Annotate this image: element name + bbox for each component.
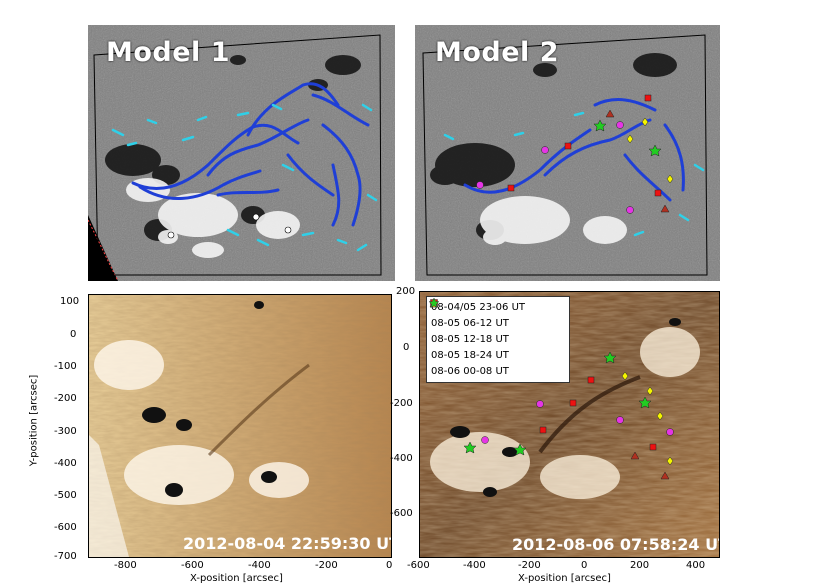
x-tick: -200 xyxy=(518,560,541,571)
legend-item: 08-05 06-12 UT xyxy=(430,299,563,330)
model-2-title: Model 2 xyxy=(435,37,559,68)
y-tick: 100 xyxy=(60,296,80,307)
legend-item: 08-04/05 23-06 UT xyxy=(430,299,563,314)
timestamp-right: 2012-08-06 07:58:24 UT xyxy=(512,535,720,554)
legend-item: 08-05 18-24 UT xyxy=(429,298,563,362)
y-tick: 200 xyxy=(396,286,416,297)
x-tick: -800 xyxy=(114,560,137,571)
y-tick: 0 xyxy=(403,342,410,353)
x-axis-label-right: X-position [arcsec] xyxy=(518,573,611,584)
legend-label: 08-06 00-08 UT xyxy=(431,365,509,377)
y-tick: -400 xyxy=(54,458,77,469)
y-tick: -700 xyxy=(54,551,77,562)
legend-label: 08-05 12-18 UT xyxy=(431,333,509,345)
y-tick: -500 xyxy=(54,490,77,501)
euv-image-left xyxy=(89,295,391,557)
y-tick: -600 xyxy=(390,508,413,519)
x-tick: 0 xyxy=(581,560,588,571)
x-tick: -600 xyxy=(407,560,430,571)
x-tick: 400 xyxy=(686,560,706,571)
y-tick: -200 xyxy=(390,398,413,409)
model-2-magnetogram-panel: Model 2 xyxy=(415,25,720,281)
x-tick: -600 xyxy=(181,560,204,571)
y-tick: -100 xyxy=(54,361,77,372)
y-tick: 0 xyxy=(70,329,77,340)
y-tick: -200 xyxy=(54,393,77,404)
model-2-magnetogram-image xyxy=(415,25,720,281)
y-tick: -300 xyxy=(54,426,77,437)
y-tick: -600 xyxy=(54,522,77,533)
y-tick: -400 xyxy=(390,453,413,464)
legend-label: 08-05 18-24 UT xyxy=(431,349,509,361)
legend-label: 08-04/05 23-06 UT xyxy=(431,301,525,313)
y-axis-label-left: Y-position [arcsec] xyxy=(28,374,40,467)
legend-label: 08-05 06-12 UT xyxy=(431,317,509,329)
x-tick: -400 xyxy=(463,560,486,571)
euv-panel-left: 2012-08-04 22:59:30 UT xyxy=(88,294,392,558)
x-tick: 200 xyxy=(630,560,650,571)
legend-item: 08-05 12-18 UT xyxy=(429,298,563,346)
legend-item: 08-06 00-08 UT xyxy=(428,297,563,378)
x-tick: -200 xyxy=(315,560,338,571)
model-1-magnetogram-image xyxy=(88,25,395,281)
x-axis-label-left: X-position [arcsec] xyxy=(190,573,283,584)
model-1-title: Model 1 xyxy=(106,37,230,68)
green-star-marker-icon xyxy=(428,297,440,309)
x-tick: 0 xyxy=(386,560,393,571)
timestamp-left: 2012-08-04 22:59:30 UT xyxy=(183,534,392,553)
euv-panel-right: 08-04/05 23-06 UT 08-05 06-12 UT 08-05 1… xyxy=(419,291,720,558)
x-tick: -400 xyxy=(248,560,271,571)
legend: 08-04/05 23-06 UT 08-05 06-12 UT 08-05 1… xyxy=(426,296,570,383)
model-1-magnetogram-panel: Model 1 xyxy=(88,25,395,281)
